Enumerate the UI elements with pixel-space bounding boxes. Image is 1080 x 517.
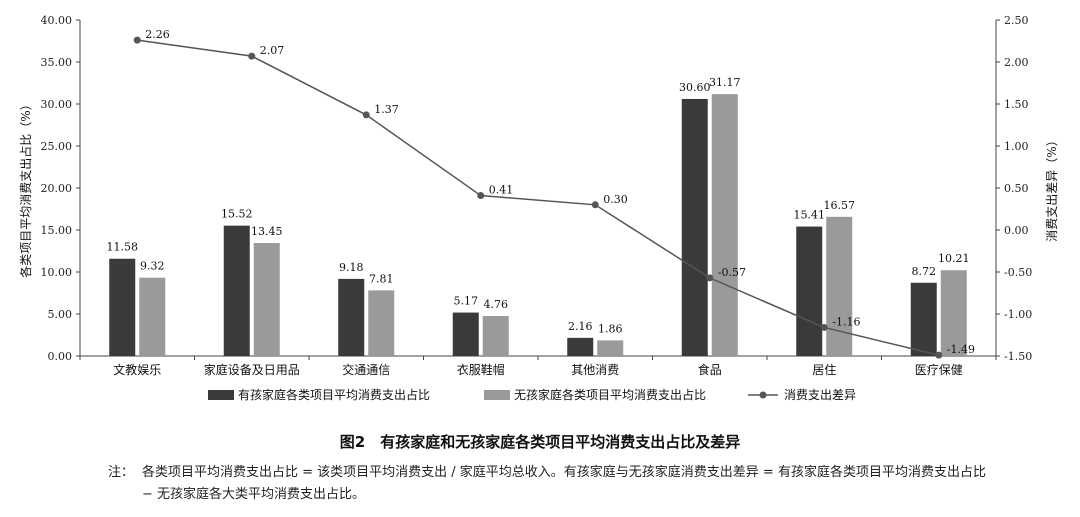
- difference-point: [706, 274, 714, 282]
- legend-swatch-without-child: [484, 390, 510, 400]
- bars-layer: [109, 94, 967, 357]
- y2-tick-label: -0.50: [1004, 266, 1032, 279]
- difference-point: [477, 192, 485, 200]
- bar-value-label: 5.17: [454, 295, 479, 308]
- difference-value-label: -0.57: [718, 266, 746, 279]
- line-layer: [133, 36, 943, 359]
- y-tick-label: 0.00: [48, 350, 73, 363]
- y2-tick-label: 0.50: [1004, 182, 1029, 195]
- bar-value-label: 4.76: [484, 298, 509, 311]
- bar-value-label: 30.60: [679, 81, 711, 94]
- bar-value-label: 1.86: [598, 322, 623, 335]
- bar-value-label: 9.18: [339, 261, 364, 274]
- bar-with-child: [223, 225, 250, 356]
- difference-value-label: 2.26: [145, 28, 170, 41]
- legend-label: 无孩家庭各类项目平均消费支出占比: [514, 387, 706, 402]
- difference-value-label: 1.37: [374, 103, 399, 116]
- y2-tick-label: 2.00: [1004, 56, 1029, 69]
- y-tick-label: 20.00: [41, 182, 73, 195]
- difference-point: [362, 111, 370, 119]
- difference-value-label: 0.30: [603, 193, 628, 206]
- bar-value-label: 15.41: [794, 209, 826, 222]
- bar-with-child: [796, 226, 823, 356]
- y-tick-label: 25.00: [41, 140, 73, 153]
- y2-tick-label: 1.00: [1004, 140, 1029, 153]
- legend: 有孩家庭各类项目平均消费支出占比 无孩家庭各类项目平均消费支出占比 消费支出差异: [208, 387, 856, 402]
- y-tick-label: 35.00: [41, 56, 73, 69]
- y2-axis-title: 消费支出差异（%）: [1045, 134, 1059, 241]
- legend-label: 消费支出差异: [784, 388, 856, 402]
- x-tick-label: 文教娱乐: [113, 362, 161, 377]
- note-label: 注：: [108, 465, 135, 480]
- bar-value-label: 11.58: [107, 241, 139, 254]
- bar-without-child: [253, 243, 280, 356]
- y2-tick-label: -1.00: [1004, 308, 1032, 321]
- y-tick-label: 10.00: [41, 266, 73, 279]
- note-text: 各类项目平均消费支出占比 = 该类项目平均消费支出 / 家庭平均总收入。有孩家庭…: [142, 465, 986, 502]
- difference-point: [591, 201, 599, 209]
- bar-value-label: 2.16: [568, 320, 593, 333]
- legend-swatch-with-child: [208, 390, 234, 400]
- x-tick-label: 家庭设备及日用品: [204, 362, 300, 377]
- bar-without-child: [482, 316, 509, 356]
- figure-title: 图2 有孩家庭和无孩家庭各类项目平均消费支出占比及差异: [339, 433, 741, 451]
- bar-with-child: [452, 312, 479, 356]
- bar-without-child: [597, 340, 624, 356]
- difference-value-label: 2.07: [260, 44, 285, 57]
- difference-value-label: -1.16: [832, 315, 860, 328]
- bar-without-child: [826, 216, 853, 356]
- y-tick-label: 30.00: [41, 98, 73, 111]
- bar-value-label: 9.32: [140, 260, 165, 273]
- bar-value-label: 13.45: [251, 225, 283, 238]
- x-tick-label: 其他消费: [571, 363, 619, 377]
- difference-line: [137, 39, 939, 356]
- bar-value-label: 16.57: [824, 199, 856, 212]
- difference-point: [248, 52, 256, 60]
- y2-tick-label: -1.50: [1004, 350, 1032, 363]
- y-axis-title: 各类项目平均消费支出占比（%）: [18, 98, 33, 277]
- axes-layer: 0.00 5.00 10.00 15.00 20.00 25.00 30.00 35.00 40…: [41, 14, 1033, 377]
- bar-without-child: [940, 270, 967, 356]
- y2-tick-label: 0.00: [1004, 224, 1029, 237]
- y-tick-label: 15.00: [41, 224, 73, 237]
- bar-value-label: 31.17: [709, 76, 741, 89]
- difference-value-label: -1.49: [947, 343, 975, 356]
- bar-without-child: [139, 277, 166, 356]
- x-tick-label: 医疗保健: [915, 363, 963, 377]
- bar-with-child: [567, 337, 594, 356]
- bar-without-child: [711, 94, 738, 356]
- bar-with-child: [910, 282, 937, 356]
- legend-marker: [759, 391, 767, 399]
- labels-layer: 11.58 15.52 9.18 5.17 2.16 30.60 15.41 8.72 9.32…: [107, 28, 975, 356]
- bar-value-label: 10.21: [938, 252, 970, 265]
- legend-label: 有孩家庭各类项目平均消费支出占比: [238, 387, 430, 402]
- bar-with-child: [338, 278, 365, 356]
- bar-value-label: 7.81: [369, 272, 394, 285]
- bar-with-child: [681, 98, 708, 357]
- bar-without-child: [368, 290, 395, 356]
- difference-point: [935, 351, 943, 359]
- y-tick-label: 5.00: [48, 308, 73, 321]
- y2-tick-label: 2.50: [1004, 14, 1029, 27]
- difference-point: [133, 36, 141, 44]
- bar-value-label: 15.52: [221, 208, 253, 221]
- difference-point: [820, 323, 828, 331]
- bar-value-label: 8.72: [912, 265, 937, 278]
- x-tick-label: 居住: [812, 363, 836, 377]
- difference-value-label: 0.41: [489, 184, 514, 197]
- y2-tick-label: 1.50: [1004, 98, 1029, 111]
- chart: 0.00 5.00 10.00 15.00 20.00 25.00 30.00 35.00 40…: [18, 14, 1059, 402]
- x-tick-label: 衣服鞋帽: [457, 362, 505, 377]
- x-tick-label: 交通通信: [342, 362, 390, 377]
- x-tick-label: 食品: [698, 362, 722, 377]
- y-tick-label: 40.00: [41, 14, 73, 27]
- bar-with-child: [109, 258, 136, 356]
